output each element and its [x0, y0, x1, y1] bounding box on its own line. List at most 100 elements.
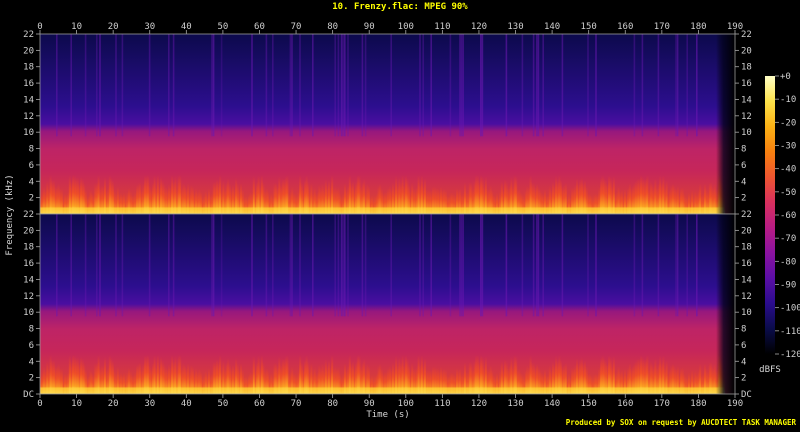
- energy-column: [608, 175, 610, 214]
- energy-column: [128, 187, 130, 214]
- energy-column: [227, 178, 230, 214]
- energy-column: [606, 184, 609, 214]
- energy-column: [44, 369, 47, 394]
- energy-column: [60, 188, 63, 214]
- energy-column: [534, 186, 537, 214]
- energy-column: [62, 378, 65, 394]
- energy-column: [476, 354, 479, 394]
- energy-column: [318, 184, 321, 214]
- energy-column: [172, 181, 175, 214]
- energy-column: [83, 182, 86, 214]
- energy-column: [577, 183, 580, 214]
- energy-column: [667, 373, 670, 394]
- bright-streak: [291, 214, 293, 317]
- energy-column: [148, 365, 151, 394]
- energy-column: [643, 179, 646, 214]
- energy-column: [430, 370, 433, 394]
- energy-column: [142, 183, 145, 214]
- energy-column: [424, 178, 426, 214]
- energy-column: [433, 186, 436, 214]
- energy-column: [230, 188, 233, 214]
- energy-column: [507, 187, 510, 214]
- energy-column: [704, 363, 706, 394]
- energy-column: [462, 372, 465, 394]
- energy-column: [569, 377, 572, 394]
- energy-column: [305, 355, 308, 394]
- bright-streak: [347, 214, 349, 317]
- energy-column: [222, 180, 225, 214]
- energy-column: [528, 367, 530, 394]
- energy-column: [163, 363, 166, 394]
- energy-column: [273, 182, 276, 214]
- y-tick-label: DC: [741, 390, 752, 400]
- energy-column: [155, 367, 158, 394]
- energy-column: [102, 365, 105, 394]
- energy-column: [236, 183, 239, 214]
- energy-column: [712, 367, 714, 394]
- energy-column: [164, 367, 167, 394]
- energy-column: [105, 189, 108, 214]
- energy-column: [369, 377, 372, 394]
- energy-column: [256, 361, 258, 394]
- spectrogram-background: [40, 34, 735, 214]
- energy-column: [254, 370, 257, 394]
- energy-column: [416, 367, 418, 394]
- energy-column: [489, 185, 492, 214]
- energy-column: [694, 370, 697, 394]
- energy-column: [182, 362, 185, 394]
- energy-column: [302, 369, 305, 394]
- bright-streak: [521, 34, 524, 137]
- energy-column: [308, 192, 311, 214]
- energy-column: [372, 380, 375, 394]
- energy-column: [276, 186, 279, 214]
- energy-column: [523, 198, 526, 214]
- y-tick-label: 8: [29, 145, 34, 155]
- energy-column: [496, 372, 498, 394]
- bright-streak: [342, 34, 344, 137]
- energy-column: [171, 174, 174, 214]
- energy-column: [84, 189, 87, 214]
- bright-streak: [334, 214, 336, 317]
- energy-column: [558, 174, 561, 214]
- energy-column: [300, 362, 303, 394]
- energy-column: [638, 358, 641, 394]
- energy-column: [398, 176, 401, 214]
- energy-column: [296, 196, 298, 214]
- y-tick-label: 14: [23, 275, 34, 285]
- energy-column: [540, 192, 543, 214]
- energy-column: [68, 175, 71, 214]
- spectrogram-background: [40, 214, 735, 394]
- energy-column: [545, 375, 548, 394]
- energy-column: [131, 194, 134, 214]
- energy-column: [204, 370, 207, 394]
- energy-column: [224, 370, 226, 394]
- energy-column: [569, 197, 572, 214]
- bright-streak: [587, 214, 589, 317]
- energy-column: [400, 183, 402, 214]
- energy-column: [336, 188, 338, 214]
- energy-column: [516, 369, 519, 394]
- energy-column: [211, 193, 214, 214]
- energy-column: [168, 364, 170, 394]
- silence-tail: [716, 34, 735, 214]
- energy-column: [472, 189, 474, 214]
- energy-column: [472, 369, 474, 394]
- bright-streak: [521, 214, 524, 317]
- bright-streak: [419, 34, 421, 137]
- energy-column: [587, 193, 590, 214]
- energy-column: [160, 176, 162, 214]
- energy-column: [363, 178, 366, 214]
- bright-streak: [364, 214, 367, 317]
- energy-column: [702, 192, 705, 214]
- energy-column: [694, 190, 697, 214]
- energy-column: [544, 189, 546, 214]
- energy-column: [240, 183, 242, 214]
- energy-column: [433, 366, 436, 394]
- bright-streak: [251, 34, 253, 137]
- energy-column: [300, 182, 303, 214]
- energy-column: [294, 373, 297, 394]
- energy-column: [259, 187, 262, 214]
- energy-column: [675, 188, 678, 214]
- energy-column: [73, 354, 76, 394]
- energy-column: [323, 189, 326, 214]
